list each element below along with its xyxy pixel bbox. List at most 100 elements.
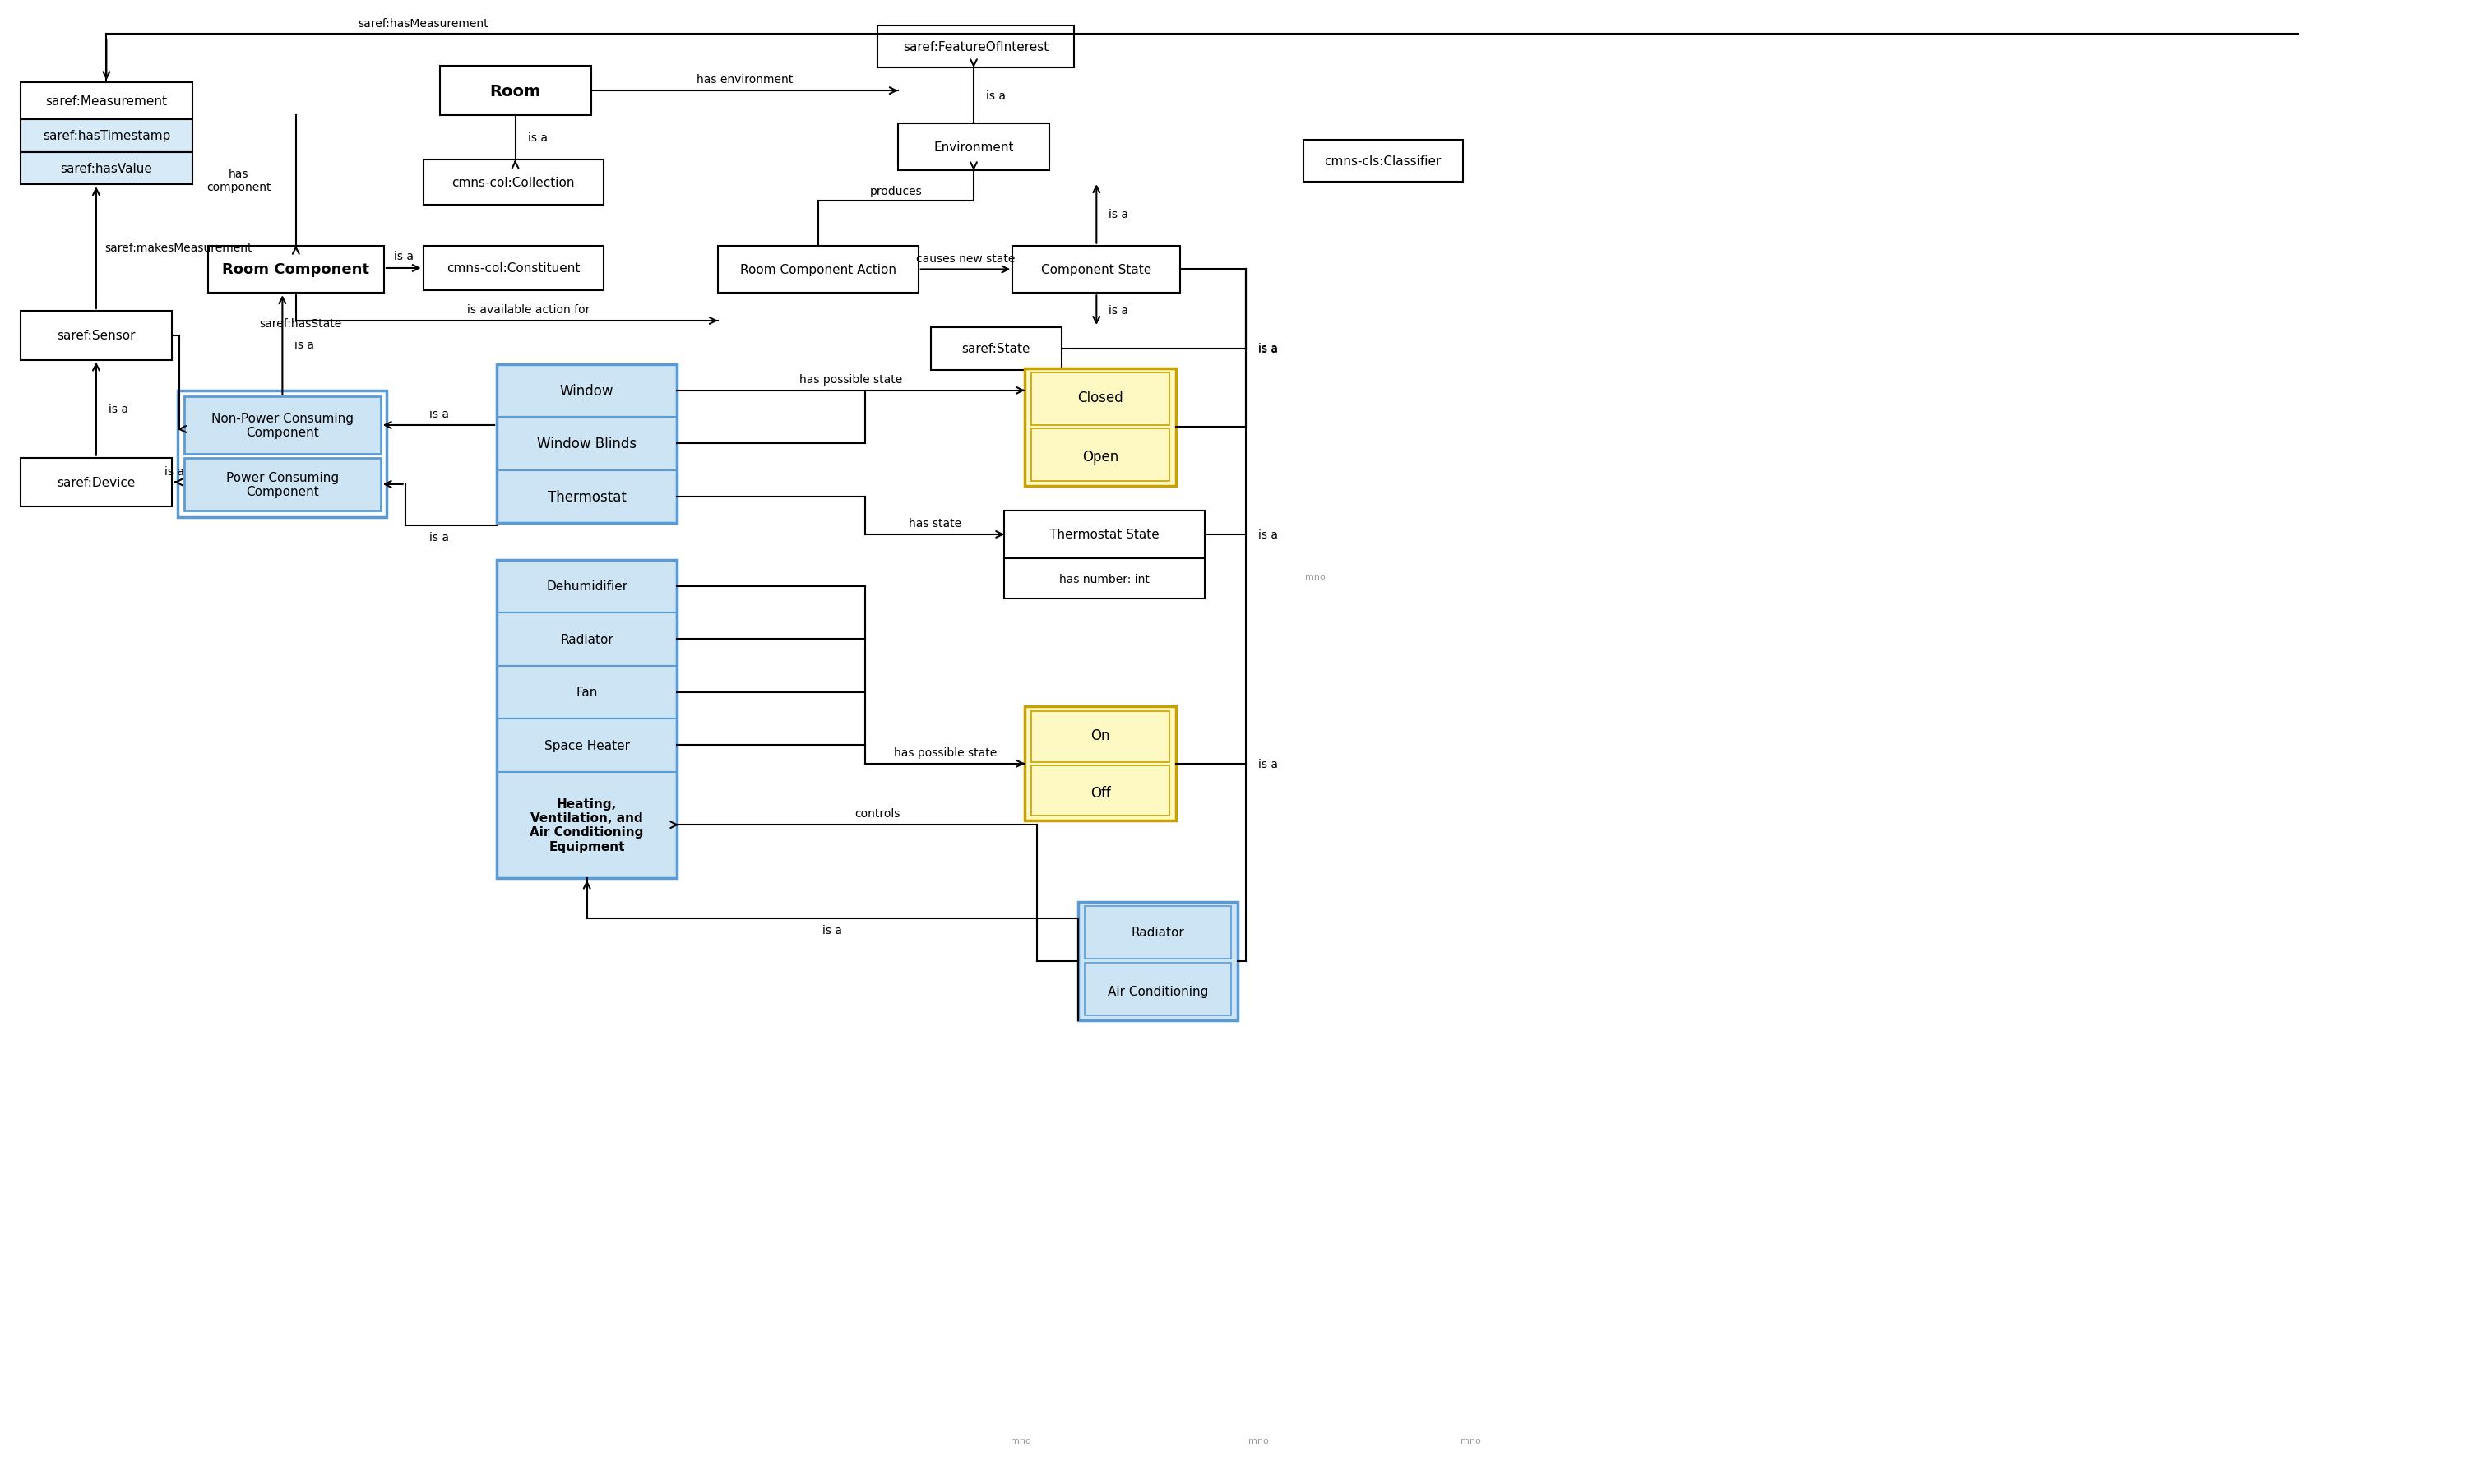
Bar (423, 160, 604, 205)
Bar (1024, 368, 1176, 487)
Text: mno: mno (1012, 1437, 1032, 1445)
Bar (1032, 429, 1171, 482)
Bar (1012, 246, 1181, 294)
Bar (718, 246, 917, 294)
Text: cmns-cls:Classifier: cmns-cls:Classifier (1325, 156, 1442, 168)
Text: Dehumidifier: Dehumidifier (547, 580, 626, 592)
Text: is a: is a (109, 404, 129, 416)
Bar (497, 365, 676, 524)
Text: Open: Open (1081, 450, 1119, 464)
Text: causes new state: causes new state (915, 252, 1014, 264)
Text: is a: is a (987, 91, 1007, 102)
Text: is a: is a (823, 925, 843, 936)
Text: is a: is a (430, 531, 447, 543)
Bar (1032, 766, 1171, 816)
Text: is a: is a (527, 132, 547, 144)
Text: is a: is a (1109, 304, 1129, 316)
Text: Component State: Component State (1042, 264, 1151, 276)
Text: has environment: has environment (696, 74, 793, 86)
Bar (497, 365, 676, 417)
Bar (177, 392, 385, 518)
Bar (20, 153, 191, 186)
Text: produces: produces (870, 186, 922, 197)
Text: Room: Room (490, 83, 542, 99)
Bar (20, 120, 191, 153)
Text: is a: is a (1258, 530, 1278, 540)
Text: Space Heater: Space Heater (544, 739, 629, 752)
Bar (930, 328, 1062, 370)
Bar (897, 125, 1049, 171)
Text: saref:hasMeasurement: saref:hasMeasurement (358, 18, 487, 30)
Text: Window Blinds: Window Blinds (537, 436, 636, 451)
Bar (1032, 374, 1171, 426)
Text: saref:Device: saref:Device (57, 476, 134, 488)
Text: Room Component: Room Component (221, 263, 370, 278)
Bar (1084, 907, 1231, 959)
Text: Thermostat: Thermostat (547, 490, 626, 505)
Text: Thermostat State: Thermostat State (1049, 528, 1158, 542)
Text: Window: Window (559, 383, 614, 398)
Text: is a: is a (164, 466, 184, 476)
Bar (20, 83, 191, 120)
Text: has possible state: has possible state (800, 374, 902, 386)
Text: Heating,
Ventilation, and
Air Conditioning
Equipment: Heating, Ventilation, and Air Conditioni… (530, 797, 644, 853)
Text: mno: mno (1462, 1437, 1482, 1445)
Text: saref:makesMeasurement: saref:makesMeasurement (104, 242, 251, 254)
Bar (878, 27, 1074, 68)
Text: Fan: Fan (577, 687, 597, 699)
Bar (1079, 902, 1238, 1021)
Text: saref:State: saref:State (962, 343, 1032, 355)
Bar (209, 246, 383, 294)
Bar (184, 398, 380, 454)
Text: Non-Power Consuming
Component: Non-Power Consuming Component (211, 413, 353, 439)
Text: cmns-col:Constituent: cmns-col:Constituent (447, 263, 579, 275)
Text: saref:hasState: saref:hasState (259, 318, 343, 329)
Text: is available action for: is available action for (467, 304, 589, 316)
Bar (1303, 141, 1462, 183)
Bar (497, 559, 676, 613)
Text: is a: is a (1109, 209, 1129, 220)
Bar (1004, 558, 1206, 600)
Text: Environment: Environment (935, 141, 1014, 154)
Text: is a: is a (430, 408, 447, 420)
Bar (497, 666, 676, 720)
Text: Power Consuming
Component: Power Consuming Component (226, 472, 338, 499)
Bar (184, 459, 380, 512)
Bar (497, 417, 676, 470)
Bar (1004, 512, 1206, 558)
Text: controls: controls (855, 807, 900, 819)
Text: is a: is a (393, 251, 413, 263)
Bar (1024, 706, 1176, 821)
Text: has number: int: has number: int (1059, 573, 1151, 585)
Bar (497, 559, 676, 879)
Bar (440, 67, 592, 116)
Text: saref:hasValue: saref:hasValue (60, 163, 152, 175)
Bar (1084, 963, 1231, 1017)
Text: has possible state: has possible state (892, 746, 997, 758)
Text: has
component: has component (206, 169, 271, 193)
Text: Radiator: Radiator (559, 634, 614, 646)
Text: is a: is a (296, 340, 313, 352)
Text: Off: Off (1091, 785, 1111, 800)
Text: has state: has state (907, 518, 962, 530)
Text: mno: mno (1305, 573, 1325, 580)
Text: mno: mno (1248, 1437, 1268, 1445)
Bar (497, 772, 676, 879)
Text: On: On (1091, 729, 1111, 743)
Text: Room Component Action: Room Component Action (741, 264, 897, 276)
Text: saref:Measurement: saref:Measurement (45, 95, 167, 108)
Text: saref:Sensor: saref:Sensor (57, 329, 134, 343)
Text: Air Conditioning: Air Conditioning (1109, 985, 1208, 997)
Text: saref:hasTimestamp: saref:hasTimestamp (42, 131, 169, 142)
Text: saref:FeatureOfInterest: saref:FeatureOfInterest (902, 42, 1049, 53)
Text: is a: is a (1258, 343, 1278, 355)
Text: is a: is a (1258, 758, 1278, 770)
Bar (20, 312, 172, 361)
Bar (423, 246, 604, 291)
Bar (497, 613, 676, 666)
Bar (1032, 712, 1171, 763)
Bar (497, 720, 676, 772)
Text: Radiator: Radiator (1131, 926, 1183, 938)
Bar (20, 459, 172, 508)
Text: is a: is a (1258, 343, 1278, 355)
